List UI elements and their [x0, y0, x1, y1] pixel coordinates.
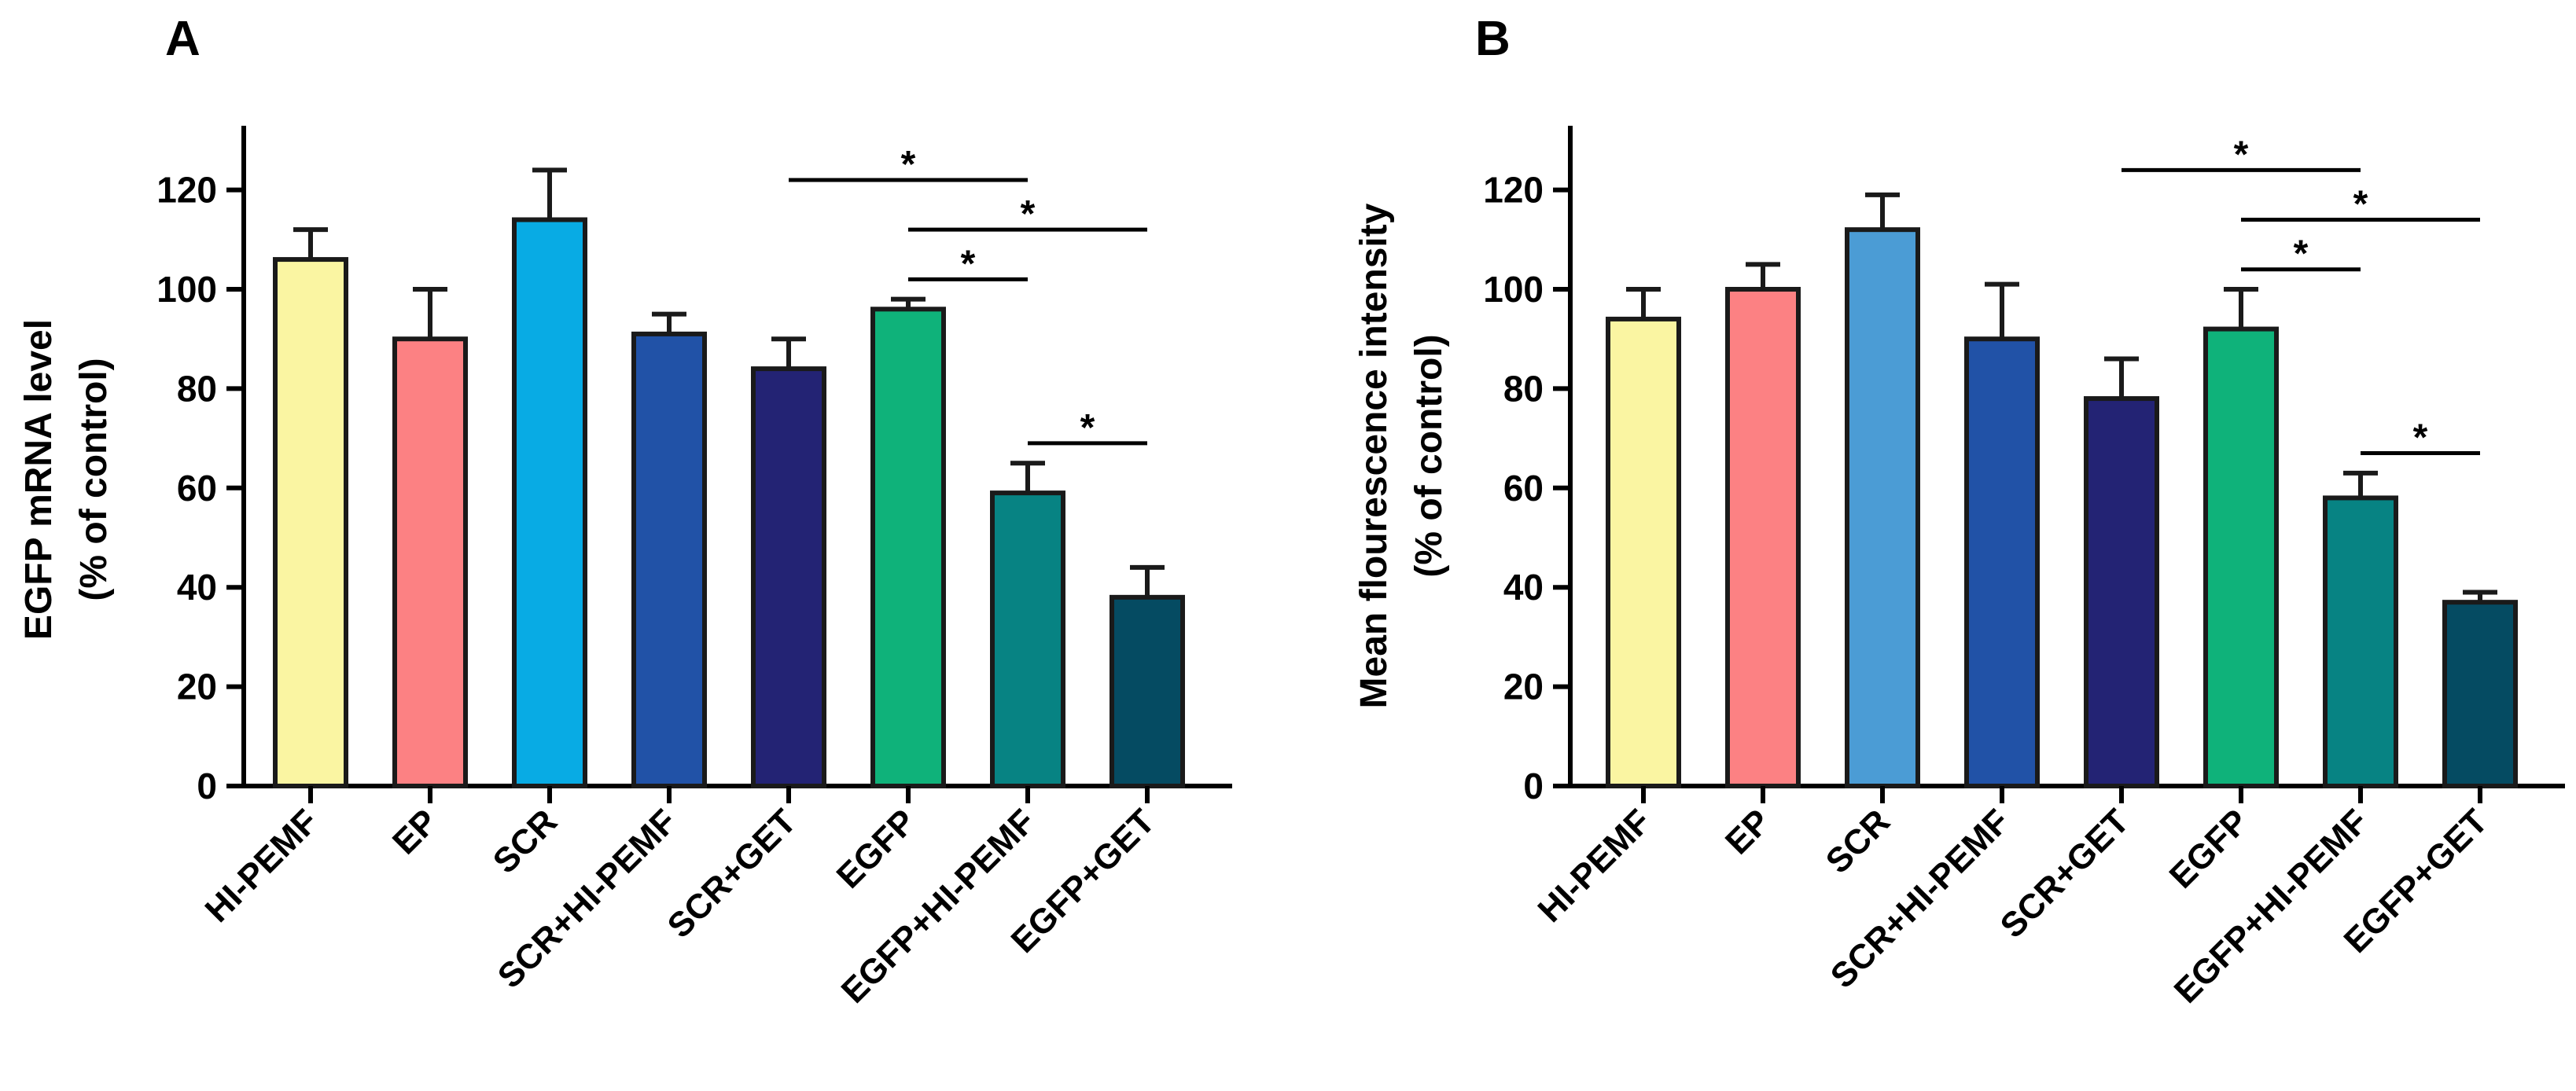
panel-b-significance-star-4: * — [2413, 417, 2428, 459]
panel-b-y-tick-label: 60 — [1503, 468, 1544, 509]
panel-b-significance-star-3: * — [2294, 233, 2309, 275]
panel-b-bar-1 — [1606, 316, 1681, 789]
panel-a-bar-2 — [392, 336, 468, 788]
panel-a-y-tick-label: 100 — [156, 269, 217, 310]
panel-b-ylabel-line2: (% of control) — [1408, 334, 1450, 577]
panel-a-y-tick-label: 0 — [197, 766, 217, 806]
panel-b-x-tick-label: HI-PEMF — [1531, 802, 1659, 930]
panel-b: B Mean flourescence intensity (% of cont… — [1353, 12, 2565, 1011]
panel-a-label: A — [165, 12, 201, 66]
panel-a-ylabel-line2: (% of control) — [73, 358, 115, 601]
panel-a-significance-star-3: * — [961, 243, 976, 285]
panel-b-bar-6 — [2203, 326, 2279, 788]
panel-a-ylabel-line1: EGFP mRNA level — [18, 319, 60, 640]
panel-b-y-tick-label: 20 — [1503, 667, 1544, 707]
panel-b-ylabel-line1: Mean flourescence intensity — [1353, 203, 1395, 708]
panel-a-y-tick-label: 80 — [177, 368, 217, 409]
panel-b-x-tick-label: EGFP — [2162, 802, 2256, 895]
panel-a-bar-5 — [751, 366, 826, 788]
panel-b-bar-4 — [1964, 336, 2040, 788]
panel-b-bar-8 — [2442, 600, 2518, 788]
panel-b-x-tick-label: EP — [1718, 802, 1778, 861]
panel-a-bar-8 — [1110, 594, 1185, 789]
panel-a-bar-4 — [631, 331, 707, 788]
panel-a-bar-1 — [273, 257, 348, 788]
panel-a-y-tick-label: 40 — [177, 567, 217, 608]
panel-a-x-tick-label: EGFP — [830, 802, 923, 895]
panel-b-y-tick-label: 0 — [1523, 766, 1544, 806]
panel-a-bar-7 — [990, 490, 1065, 788]
panel-b-significance-star-2: * — [2353, 184, 2368, 226]
panel-a-significance-star-1: * — [901, 144, 916, 186]
panel-b-x-tick-label: SCR — [1819, 802, 1897, 880]
panel-a-x-tick-label: SCR — [486, 802, 565, 880]
panel-b-bar-2 — [1725, 287, 1801, 788]
panel-b-bar-5 — [2084, 396, 2159, 788]
panel-a-significance-star-4: * — [1080, 407, 1095, 449]
panel-b-bar-7 — [2323, 495, 2398, 788]
panel-b-y-tick-label: 100 — [1483, 269, 1544, 310]
panel-b-significance-star-1: * — [2234, 134, 2249, 175]
panel-b-y-tick-label: 40 — [1503, 567, 1544, 608]
panel-a: A EGFP mRNA level (% of control) 0 20 40 60… — [18, 12, 1232, 1011]
panel-a-y-tick-label: 20 — [177, 667, 217, 707]
panel-b-x-tick-label: SCR+GET — [1993, 802, 2137, 946]
panel-b-label: B — [1475, 12, 1511, 66]
panel-b-y-tick-label: 80 — [1503, 368, 1544, 409]
panel-a-x-tick-label: HI-PEMF — [198, 802, 326, 930]
panel-a-significance-star-2: * — [1021, 193, 1036, 235]
panel-b-bar-3 — [1845, 227, 1920, 789]
panel-a-bar-6 — [870, 307, 946, 788]
panel-a-x-tick-label: EP — [385, 802, 445, 861]
panel-b-y-tick-label: 120 — [1483, 170, 1544, 211]
panel-a-y-tick-label: 60 — [177, 468, 217, 509]
panel-a-y-tick-label: 120 — [156, 170, 217, 211]
panel-a-x-tick-label: SCR+GET — [661, 802, 804, 946]
panel-a-bar-3 — [512, 217, 587, 788]
